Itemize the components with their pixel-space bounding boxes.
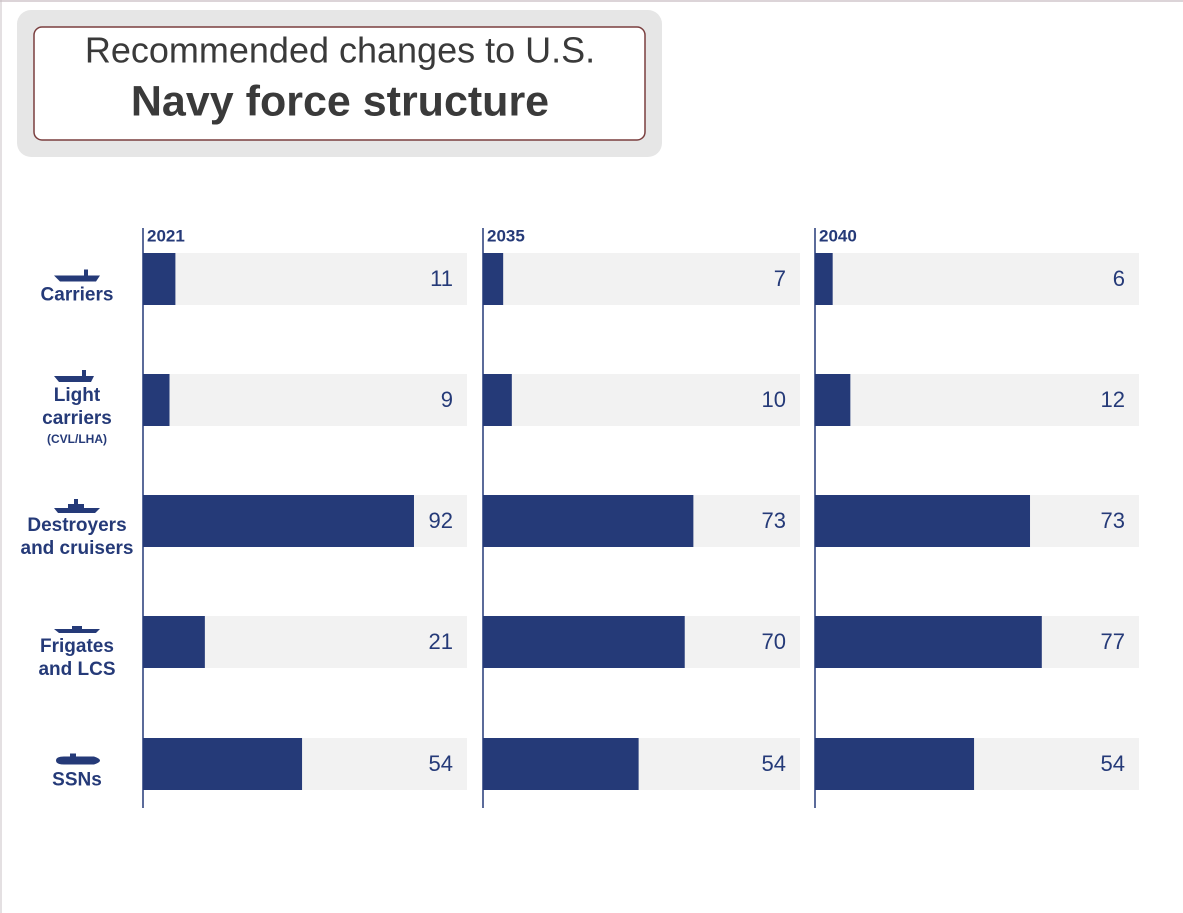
ship-icon bbox=[56, 753, 100, 765]
bar bbox=[483, 374, 512, 426]
category: Frigates and LCS bbox=[12, 619, 142, 681]
bar bbox=[143, 616, 205, 668]
category-label: Light carriers bbox=[42, 385, 112, 429]
value-label: 54 bbox=[762, 751, 786, 776]
bar-track bbox=[483, 253, 800, 305]
bar bbox=[143, 374, 170, 426]
category-label: SSNs bbox=[52, 769, 102, 791]
value-label: 92 bbox=[429, 508, 453, 533]
value-label: 77 bbox=[1101, 629, 1125, 654]
ship-shape bbox=[54, 499, 100, 513]
bar bbox=[815, 738, 975, 790]
value-label: 9 bbox=[441, 387, 453, 412]
value-label: 12 bbox=[1101, 387, 1125, 412]
value-label: 54 bbox=[1101, 751, 1125, 776]
bar bbox=[815, 253, 833, 305]
category: SSNs bbox=[12, 753, 142, 792]
panel-label: 2040 bbox=[819, 226, 857, 245]
bar bbox=[483, 738, 639, 790]
bar-track bbox=[143, 253, 467, 305]
bar-track bbox=[815, 374, 1139, 426]
value-label: 21 bbox=[429, 629, 453, 654]
bar-track bbox=[143, 374, 467, 426]
panel-label: 2021 bbox=[147, 226, 185, 245]
value-label: 10 bbox=[762, 387, 786, 412]
value-label: 7 bbox=[774, 266, 786, 291]
category: Carriers bbox=[12, 268, 142, 307]
value-label: 54 bbox=[429, 751, 453, 776]
value-label: 73 bbox=[1101, 508, 1125, 533]
bar bbox=[143, 495, 414, 547]
chart-title: Recommended changes to U.S. bbox=[85, 30, 595, 71]
bar bbox=[483, 616, 685, 668]
bar-track bbox=[483, 374, 800, 426]
bar bbox=[483, 495, 694, 547]
bar bbox=[143, 738, 303, 790]
ship-shape bbox=[54, 370, 94, 382]
ship-icon bbox=[54, 499, 100, 513]
ship-shape bbox=[54, 626, 100, 633]
category: Destroyers and cruisers bbox=[12, 498, 142, 560]
value-label: 6 bbox=[1113, 266, 1125, 291]
bar bbox=[815, 616, 1042, 668]
value-label: 70 bbox=[762, 629, 786, 654]
title-box bbox=[33, 26, 646, 141]
bar bbox=[483, 253, 504, 305]
value-label: 11 bbox=[430, 266, 453, 291]
category-note: (CVL/LHA) bbox=[47, 432, 107, 446]
bar-track bbox=[815, 253, 1139, 305]
panel-label: 2035 bbox=[487, 226, 525, 245]
category-label: Frigates and LCS bbox=[38, 636, 116, 680]
ship-shape bbox=[54, 269, 100, 282]
bar bbox=[815, 495, 1031, 547]
chart-title: Navy force structure bbox=[131, 77, 549, 125]
bar bbox=[143, 253, 176, 305]
ship-icon bbox=[54, 269, 100, 282]
ship-icon bbox=[54, 626, 100, 633]
ship-shape bbox=[56, 753, 100, 765]
bar bbox=[815, 374, 851, 426]
value-label: 73 bbox=[762, 508, 786, 533]
category: Light carriers (CVL/LHA) bbox=[12, 368, 142, 448]
ship-icon bbox=[54, 370, 94, 382]
category-label: Destroyers and cruisers bbox=[20, 515, 134, 559]
category-label: Carriers bbox=[40, 284, 114, 306]
